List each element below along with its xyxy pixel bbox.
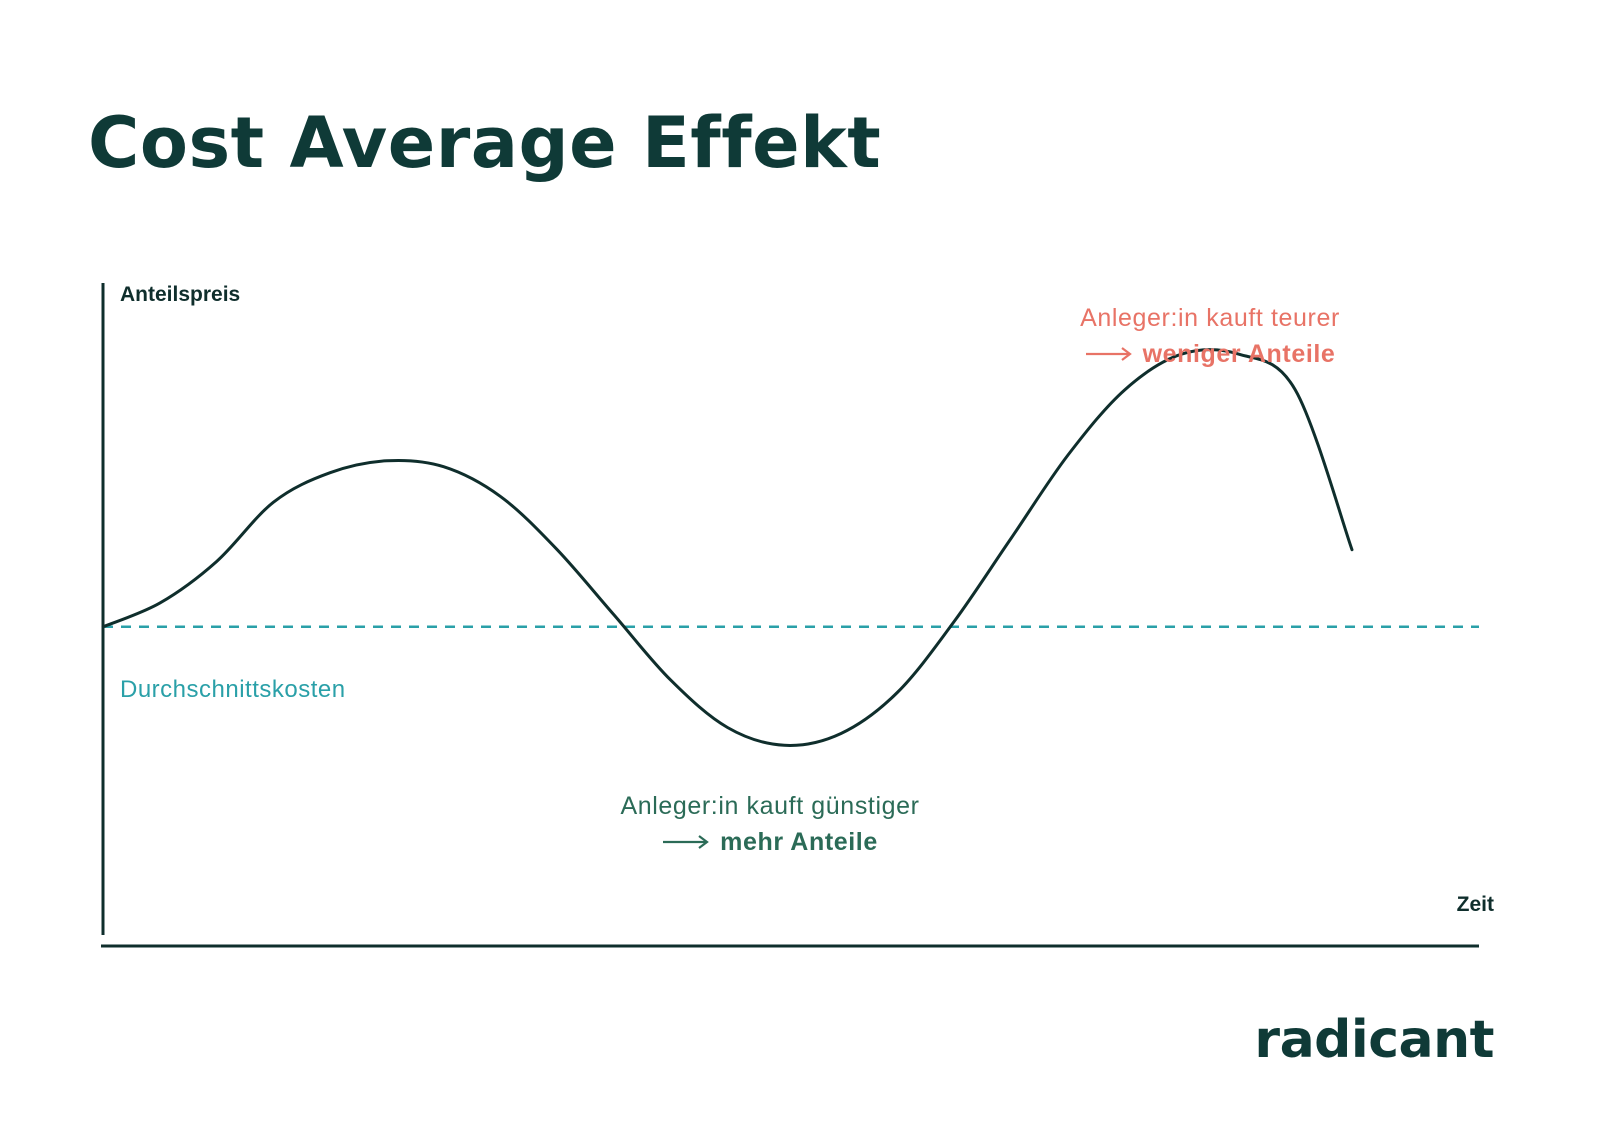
annotation-buys-expensive: Anleger:in kauft teurer weniger Anteile — [1060, 300, 1360, 372]
arrow-right-icon — [663, 835, 709, 849]
annotation-text: Anleger:in kauft günstiger — [620, 792, 920, 820]
annotation-buys-cheap: Anleger:in kauft günstiger mehr Anteile — [600, 788, 940, 860]
y-axis-label: Anteilspreis — [120, 283, 241, 306]
annotation-emphasis: mehr Anteile — [720, 828, 878, 856]
arrow-right-icon — [1085, 347, 1132, 361]
x-axis-label: Zeit — [1456, 893, 1494, 916]
price-curve — [101, 348, 1354, 747]
page-title: Cost Average Effekt — [88, 102, 882, 184]
annotation-emphasis: weniger Anteile — [1142, 340, 1336, 368]
annotation-text: Anleger:in kauft teurer — [1080, 304, 1340, 332]
average-cost-label: Durchschnittskosten — [120, 676, 346, 703]
brand-logo: radicant — [1254, 1010, 1494, 1070]
